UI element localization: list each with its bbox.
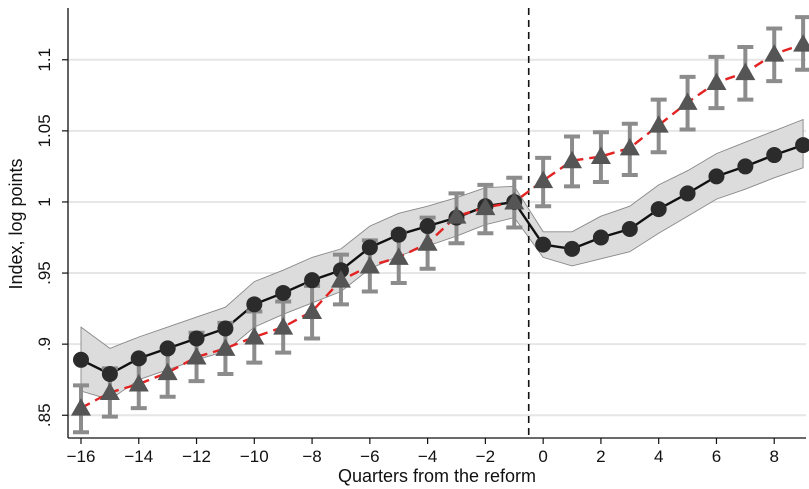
x-tick-label: 8 [769, 447, 778, 466]
y-tick-label: .95 [35, 261, 54, 285]
point-circle [246, 296, 263, 313]
point-triangle [186, 346, 207, 365]
point-triangle [244, 327, 265, 345]
point-triangle [359, 255, 380, 274]
point-circle [766, 147, 783, 164]
x-tick-label: −4 [418, 447, 437, 466]
y-axis-title: Index, log points [6, 158, 26, 289]
point-triangle [677, 92, 698, 110]
point-circle [679, 185, 696, 202]
point-circle [188, 330, 205, 347]
x-tick-label: 4 [654, 447, 663, 466]
x-tick-label: −8 [302, 447, 321, 466]
axes: −16 −14 −12 −10 −8 −6 −4 −2 0 2 4 6 8 .85 .9 .95 1 1.05 1.… [35, 8, 806, 466]
point-triangle [793, 34, 809, 52]
y-tick-label: 1.05 [35, 114, 54, 147]
point-circle [159, 340, 176, 357]
point-circle [795, 137, 809, 154]
x-tick-label: −16 [67, 447, 96, 466]
x-tick-label: −2 [476, 447, 495, 466]
point-triangle [446, 206, 467, 224]
y-tick-label: 1 [35, 197, 54, 206]
point-circle [101, 366, 118, 383]
point-triangle [70, 398, 91, 416]
x-tick-label: −12 [182, 447, 211, 466]
point-circle [217, 320, 234, 337]
point-circle [708, 168, 725, 185]
point-circle [72, 351, 89, 368]
x-tick-label: −10 [240, 447, 269, 466]
point-triangle [302, 301, 323, 319]
point-triangle [735, 62, 756, 81]
point-triangle [273, 317, 294, 335]
markers [70, 34, 809, 416]
point-circle [390, 226, 407, 243]
point-triangle [648, 115, 669, 133]
x-tick-label: −6 [360, 447, 379, 466]
x-tick-label: 6 [712, 447, 721, 466]
point-triangle [562, 150, 583, 169]
point-circle [564, 240, 581, 257]
point-triangle [128, 373, 149, 392]
point-triangle [764, 44, 785, 62]
point-triangle [99, 382, 120, 400]
point-triangle [417, 233, 438, 251]
point-triangle [504, 191, 525, 210]
point-triangle [157, 362, 178, 381]
point-circle [535, 236, 552, 253]
y-tick-label: .85 [35, 403, 54, 427]
x-axis-title: Quarters from the reform [338, 466, 536, 486]
point-circle [304, 272, 321, 289]
point-circle [275, 284, 292, 301]
point-circle [650, 201, 667, 218]
ci-band-series-1 [80, 118, 804, 401]
x-tick-label: −14 [124, 447, 153, 466]
point-circle [361, 239, 378, 256]
ci-band [80, 118, 804, 401]
y-tick-label: .9 [35, 337, 54, 351]
y-tick-label: 1.1 [35, 48, 54, 72]
point-triangle [330, 270, 351, 288]
x-tick-label: 0 [538, 447, 547, 466]
point-circle [130, 350, 147, 367]
point-triangle [475, 197, 496, 216]
point-triangle [706, 72, 727, 91]
point-triangle [388, 247, 409, 265]
point-circle [592, 229, 609, 246]
point-triangle [215, 338, 236, 356]
point-circle [737, 158, 754, 175]
x-tick-label: 2 [596, 447, 605, 466]
point-triangle [533, 170, 554, 189]
point-triangle [590, 146, 611, 164]
point-circle [621, 220, 638, 237]
point-circle [419, 218, 436, 235]
point-triangle [619, 137, 640, 156]
